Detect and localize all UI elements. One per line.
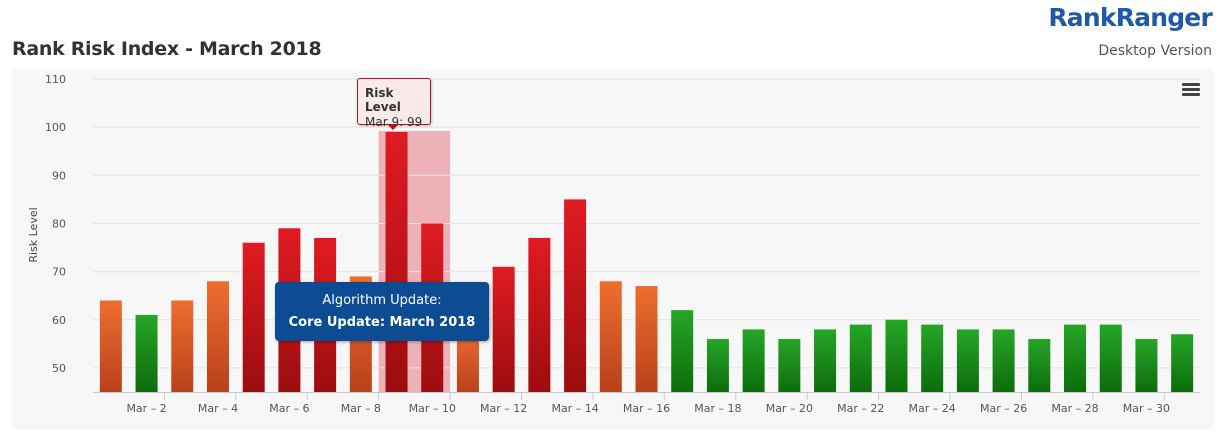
bar-mar-12[interactable]	[492, 266, 515, 392]
bar-mar-21[interactable]	[814, 329, 837, 392]
bar-mar-19[interactable]	[742, 329, 765, 392]
tooltip: Risk Level Mar 9: 99	[357, 78, 431, 129]
y-tick-label: 50	[52, 362, 66, 375]
bar-mar-26[interactable]	[992, 329, 1015, 392]
tooltip-value: Mar 9: 99	[365, 115, 423, 129]
bar-mar-15[interactable]	[599, 281, 622, 392]
bar-mar-30[interactable]	[1135, 339, 1158, 392]
bar-mar-29[interactable]	[1099, 324, 1122, 392]
y-tick-label: 80	[52, 217, 66, 230]
bar-mar-5[interactable]	[242, 242, 265, 392]
bar-mar-23[interactable]	[885, 319, 908, 392]
y-tick-label: 110	[45, 73, 66, 86]
bar-mar-4[interactable]	[206, 281, 229, 392]
x-tick-label: Mar – 30	[1123, 402, 1170, 415]
bar-mar-18[interactable]	[706, 339, 729, 392]
x-tick-label: Mar – 14	[551, 402, 598, 415]
bar-mar-31[interactable]	[1171, 334, 1194, 392]
annotation-line-1: Algorithm Update:	[322, 293, 442, 308]
y-tick-label: 60	[52, 314, 66, 327]
x-tick-label: Mar – 20	[766, 402, 813, 415]
bar-mar-11[interactable]	[456, 329, 479, 392]
x-tick-label: Mar – 8	[341, 402, 381, 415]
bar-mar-27[interactable]	[1028, 339, 1051, 392]
hamburger-menu-icon-line	[1182, 93, 1200, 96]
y-tick-label: 90	[52, 169, 66, 182]
hamburger-menu-icon-line	[1182, 88, 1200, 91]
tooltip-title: Risk Level	[365, 86, 401, 114]
x-tick-label: Mar – 6	[269, 402, 309, 415]
bar-mar-9[interactable]	[385, 131, 408, 392]
x-tick-label: Mar – 16	[623, 402, 670, 415]
bar-mar-17[interactable]	[671, 310, 694, 392]
bar-mar-13[interactable]	[528, 237, 551, 392]
x-tick-label: Mar – 18	[694, 402, 741, 415]
x-tick-label: Mar – 12	[480, 402, 527, 415]
algorithm-update-annotation: Algorithm Update: Core Update: March 201…	[275, 282, 489, 341]
x-tick-label: Mar – 26	[980, 402, 1027, 415]
bar-mar-22[interactable]	[849, 324, 872, 392]
tooltip-arrow	[387, 124, 399, 130]
bar-mar-25[interactable]	[956, 329, 979, 392]
x-tick-label: Mar – 22	[837, 402, 884, 415]
bar-mar-20[interactable]	[778, 339, 801, 392]
bar-mar-2[interactable]	[135, 314, 158, 392]
brand-logo: RankRanger	[1048, 3, 1212, 32]
y-tick-label: 70	[52, 266, 66, 279]
page-title: Rank Risk Index - March 2018	[12, 38, 322, 60]
bar-mar-24[interactable]	[921, 324, 944, 392]
x-tick-label: Mar – 10	[409, 402, 456, 415]
menu-button[interactable]	[1181, 81, 1201, 99]
x-tick-label: Mar – 28	[1051, 402, 1098, 415]
x-tick-label: Mar – 2	[126, 402, 166, 415]
annotation-line-2: Core Update: March 2018	[288, 315, 476, 330]
bar-mar-14[interactable]	[564, 199, 587, 392]
bar-mar-16[interactable]	[635, 286, 658, 392]
hamburger-menu-icon	[1182, 83, 1200, 86]
x-tick-label: Mar – 24	[909, 402, 956, 415]
y-axis-label: Risk Level	[27, 207, 40, 262]
bar-mar-1[interactable]	[99, 300, 122, 392]
x-tick-label: Mar – 4	[198, 402, 238, 415]
y-tick-label: 100	[45, 121, 66, 134]
bar-mar-28[interactable]	[1064, 324, 1087, 392]
bar-mar-3[interactable]	[171, 300, 194, 392]
version-label: Desktop Version	[1098, 43, 1212, 59]
